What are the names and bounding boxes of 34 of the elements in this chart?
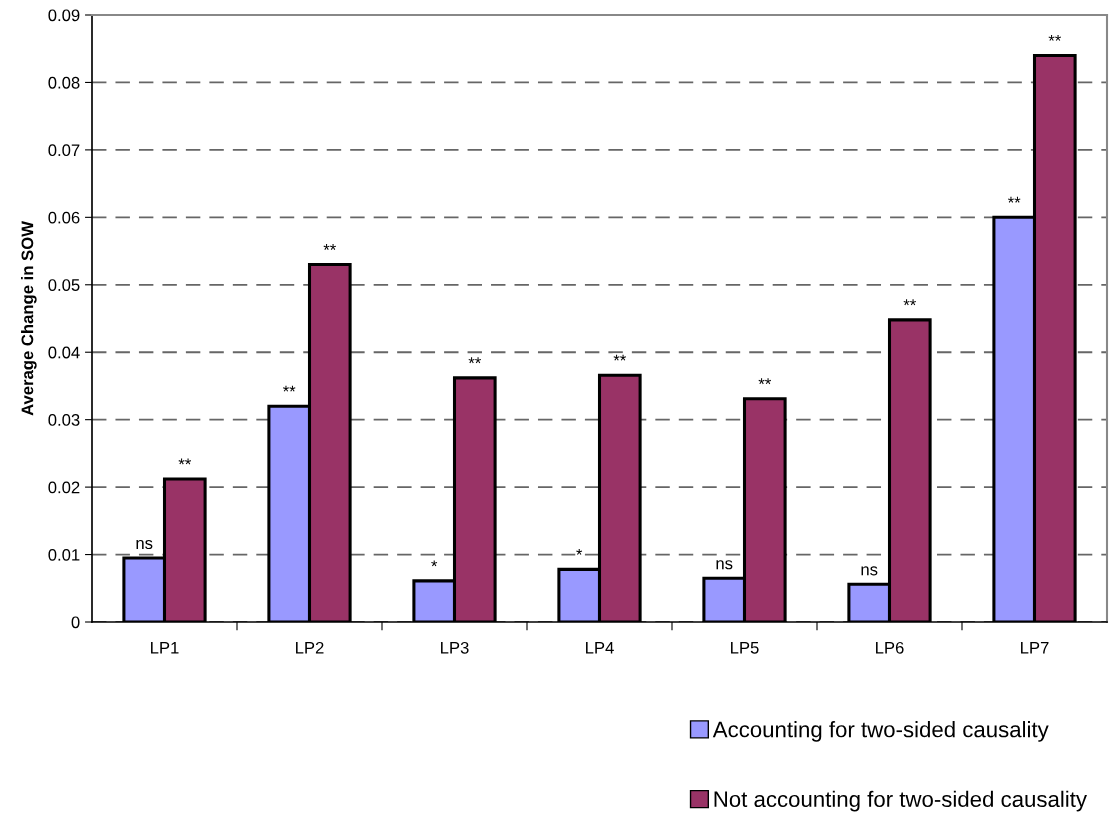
y-tick-label: 0.05 xyxy=(48,279,80,291)
data-label: * xyxy=(431,560,438,567)
data-label: ns xyxy=(716,560,733,570)
data-label: ** xyxy=(613,354,627,361)
legend-label: Not accounting for two-sided causality xyxy=(714,790,1087,812)
x-tick-label: LP3 xyxy=(441,641,469,654)
legend-label: Accounting for two-sided causality xyxy=(712,721,1049,742)
x-tick-label: LP1 xyxy=(151,642,179,654)
data-label: ** xyxy=(903,299,917,306)
y-tick-label: 0.03 xyxy=(48,414,80,426)
y-tick-label: 0.09 xyxy=(48,9,80,22)
data-label: ** xyxy=(758,378,772,385)
y-tick-label: 0.07 xyxy=(48,144,80,157)
x-tick-label: LP7 xyxy=(1021,642,1049,654)
x-tick-label: LP4 xyxy=(586,642,614,654)
data-label: ** xyxy=(1007,196,1021,203)
y-tick-label: 0.08 xyxy=(48,76,80,89)
data-label: ** xyxy=(323,244,337,250)
y-tick-label: 0.04 xyxy=(48,346,80,359)
data-label: * xyxy=(576,548,583,555)
data-label: ** xyxy=(282,385,296,392)
data-label: ns xyxy=(861,566,878,576)
y-tick-label: 0 xyxy=(71,616,80,629)
data-label: ns xyxy=(136,539,153,550)
y-tick-label: 0.02 xyxy=(48,481,80,494)
data-label: ** xyxy=(1048,34,1062,41)
data-label: ** xyxy=(178,458,192,465)
x-tick-label: LP2 xyxy=(296,641,324,654)
x-tick-label: LP6 xyxy=(876,641,904,654)
y-tick-label: 0.01 xyxy=(48,548,80,561)
y-tick-label: 0.06 xyxy=(48,211,80,224)
x-tick-label: LP5 xyxy=(731,642,759,654)
y-axis-title: Average Change in SOW xyxy=(21,221,37,416)
data-label: ** xyxy=(468,357,482,364)
